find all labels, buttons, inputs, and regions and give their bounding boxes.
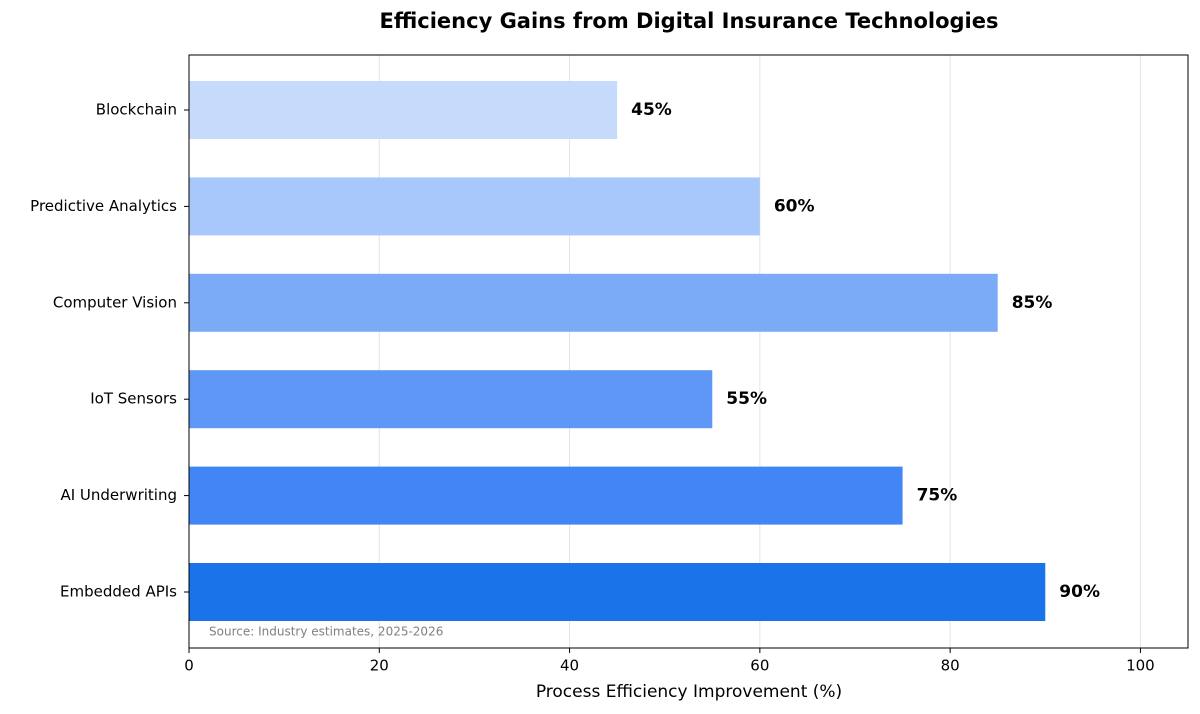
bar (189, 273, 998, 332)
x-tick-label: 20 (370, 657, 389, 675)
y-tick-label: Predictive Analytics (30, 197, 177, 215)
y-tick-label: IoT Sensors (90, 390, 177, 408)
value-label: 45% (631, 100, 672, 120)
x-tick-label: 0 (184, 657, 194, 675)
value-label: 60% (774, 196, 815, 216)
value-label: 85% (1012, 293, 1053, 313)
y-tick-label: AI Underwriting (60, 486, 177, 504)
value-label: 75% (917, 486, 958, 506)
plot-frame (188, 54, 1189, 649)
x-tick-label: 100 (1126, 657, 1155, 675)
y-tick-label: Computer Vision (53, 293, 177, 311)
value-label: 90% (1059, 582, 1100, 602)
bar (189, 466, 903, 525)
x-tick-label: 40 (560, 657, 579, 675)
bar (189, 563, 1046, 621)
x-tick-label: 60 (750, 657, 769, 675)
value-label: 55% (726, 389, 767, 409)
y-tick-label: Embedded APIs (60, 583, 177, 601)
y-tick-label: Blockchain (96, 101, 177, 119)
bar (189, 370, 713, 429)
bar (189, 177, 760, 236)
source-note: Source: Industry estimates, 2025-2026 (209, 625, 443, 639)
chart-title: Efficiency Gains from Digital Insurance … (380, 9, 999, 33)
x-axis-label: Process Efficiency Improvement (%) (536, 682, 842, 702)
x-tick-label: 80 (941, 657, 960, 675)
bar (189, 81, 618, 139)
